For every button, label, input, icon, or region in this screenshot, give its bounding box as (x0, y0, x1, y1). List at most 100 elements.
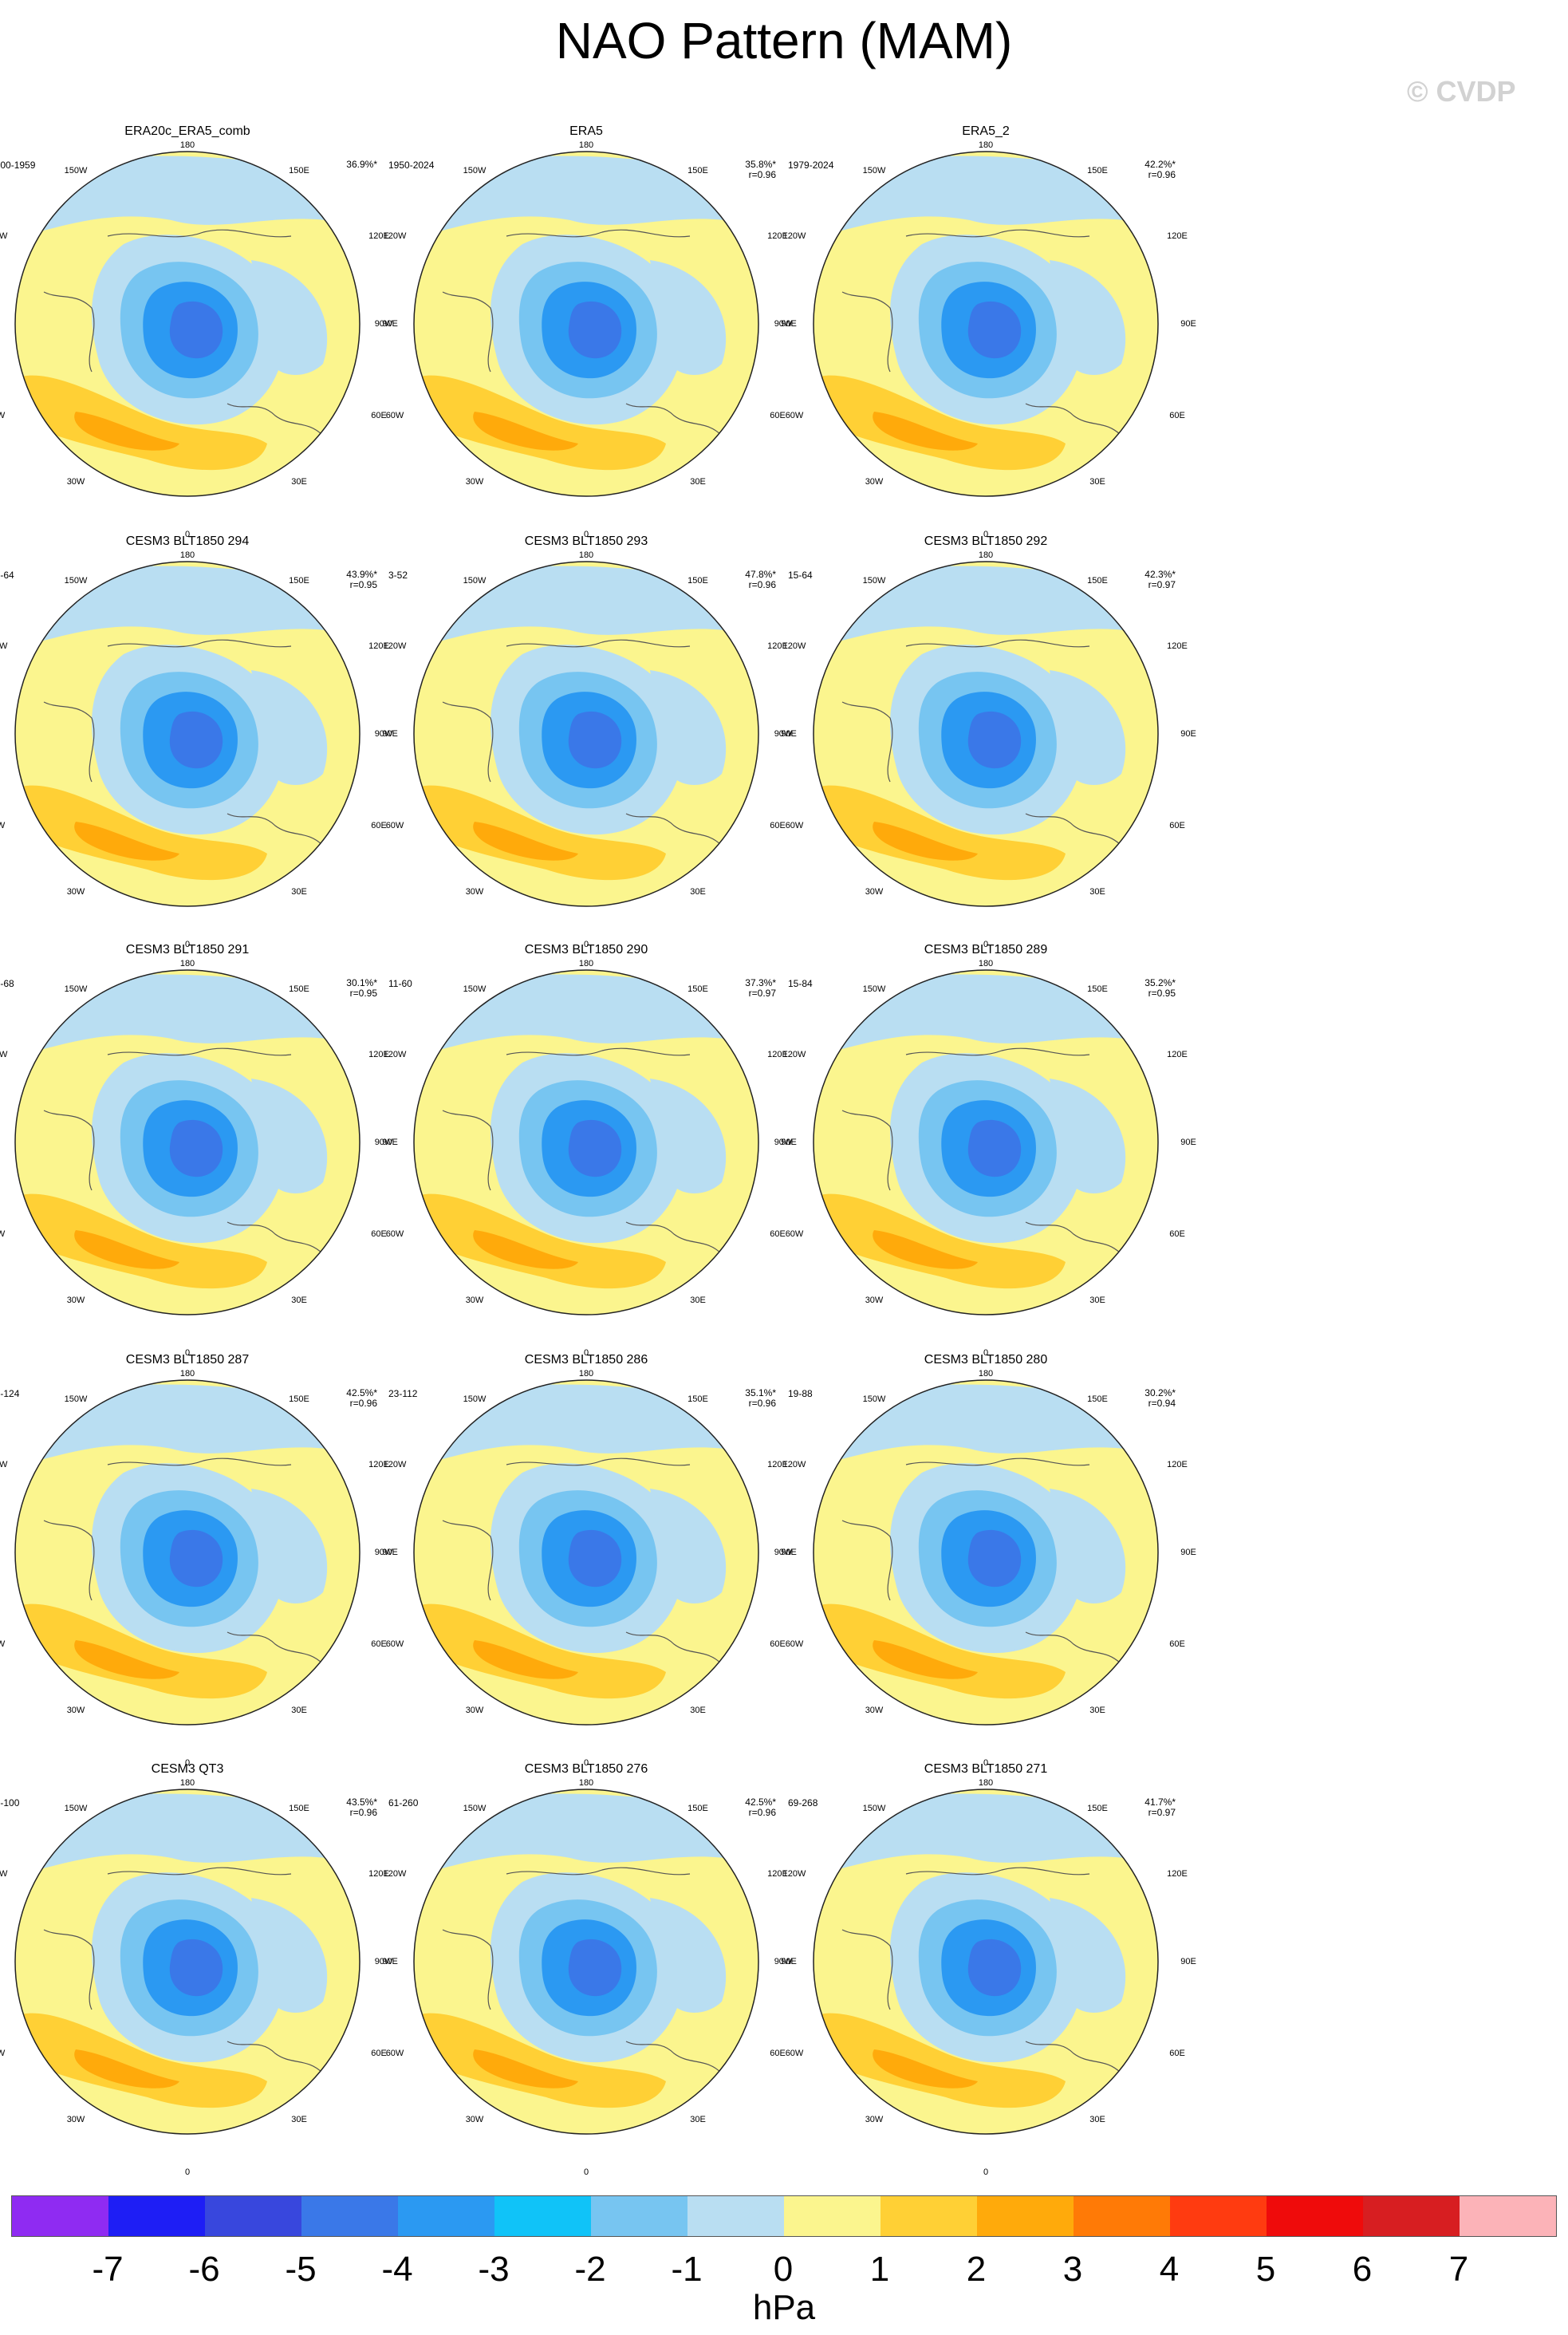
colorbar-tick: -5 (285, 2250, 317, 2289)
longitude-label: 30W (66, 1296, 85, 1305)
low-anomaly-region (967, 1939, 1022, 1997)
low-anomaly-region (251, 1079, 328, 1193)
longitude-label: 120E (1167, 1460, 1188, 1469)
panel-years: 19-68 (0, 978, 14, 989)
colorbar-swatch (1460, 2196, 1556, 2236)
longitude-label: 120E (1167, 641, 1188, 651)
map-panel: CESM3 BLT1850 289 15-84 35.2%* r=0.95 180 0 15… (774, 943, 1196, 1358)
low-anomaly-region (650, 1079, 727, 1193)
longitude-label: 90E (1180, 1138, 1196, 1147)
explained-variance: 43.9%* (346, 569, 377, 580)
high-anomaly-region (873, 822, 978, 861)
longitude-label: 150W (862, 1394, 886, 1404)
high-anomaly-region (814, 2013, 1066, 2108)
longitude-label: 120W (383, 1050, 407, 1059)
longitude-label: 180 (179, 550, 195, 560)
map-boundary (813, 561, 1159, 907)
polar-map (14, 1379, 360, 1726)
longitude-label: 150E (289, 1804, 309, 1813)
colorbar-unit: hPa (752, 2288, 816, 2327)
high-anomaly-region (873, 1640, 978, 1679)
high-anomaly-region (814, 1193, 1066, 1289)
colorbar-tick: 7 (1448, 2250, 1469, 2289)
pattern-correlation: r=0.97 (748, 988, 776, 999)
high-anomaly-region (414, 375, 666, 471)
polar-map (813, 969, 1159, 1315)
pattern-correlation: r=0.95 (349, 988, 377, 999)
low-anomaly-region (169, 301, 223, 359)
high-anomaly-region (15, 1603, 267, 1699)
longitude-label: 30E (690, 2115, 706, 2124)
longitude-label: 120E (1167, 231, 1188, 241)
longitude-label: 180 (978, 550, 994, 560)
panel-years: 23-112 (388, 1388, 418, 1399)
explained-variance: 42.5%* (346, 1387, 377, 1398)
map-panel: CESM3 BLT1850 291 19-68 30.1%*r=0.95 180 0 15… (0, 943, 398, 1358)
longitude-label: 30W (66, 887, 85, 897)
longitude-label: 60W (385, 821, 404, 830)
longitude-label: 120E (767, 1869, 788, 1879)
polar-map (413, 151, 759, 497)
colorbar (11, 2195, 1557, 2237)
high-anomaly-region (473, 822, 578, 861)
low-anomaly-region (251, 260, 328, 375)
polar-map (14, 969, 360, 1315)
longitude-label: 120W (782, 641, 806, 651)
longitude-label: 90W (774, 319, 793, 329)
longitude-label: 0 (184, 1758, 191, 1768)
low-anomaly-region (650, 1489, 727, 1603)
polar-map (14, 1789, 360, 2135)
panel-title: CESM3 BLT1850 290 (524, 943, 648, 956)
longitude-label: 90W (374, 1138, 393, 1147)
longitude-label: 30E (690, 887, 706, 897)
longitude-label: 90E (382, 1548, 398, 1557)
pattern-correlation: r=0.94 (1148, 1398, 1176, 1409)
longitude-label: 180 (578, 959, 594, 968)
colorbar-swatch (494, 2196, 591, 2236)
longitude-label: 0 (583, 1348, 589, 1358)
longitude-label: 30W (465, 1706, 484, 1715)
explained-variance: 41.7%* (1144, 1797, 1176, 1808)
high-anomaly-region (814, 785, 1066, 881)
coastline (841, 1457, 1122, 1665)
explained-variance: 35.8%* (745, 159, 776, 170)
panel-stats: 47.8%* r=0.96 (745, 570, 776, 590)
high-anomaly-region (473, 1640, 578, 1679)
map-boundary (14, 1379, 360, 1726)
colorbar-tick: -4 (381, 2250, 413, 2289)
longitude-label: 90W (374, 1548, 393, 1557)
longitude-label: 90E (1180, 729, 1196, 739)
longitude-label: 60W (0, 2049, 6, 2058)
longitude-label: 30E (1089, 1706, 1105, 1715)
longitude-label: 60W (785, 2049, 804, 2058)
low-anomaly-region (967, 711, 1022, 769)
high-anomaly-region (473, 1230, 578, 1269)
longitude-label: 90E (1180, 1957, 1196, 1966)
panel-stats: 35.2%* r=0.95 (1144, 978, 1176, 999)
panel-stats: 43.5%* r=0.96 (346, 1797, 377, 1818)
longitude-label: 60W (0, 1229, 6, 1239)
coastline (442, 1867, 723, 2074)
longitude-label: 90W (374, 729, 393, 739)
panel-title: CESM3 BLT1850 280 (924, 1353, 1048, 1367)
longitude-label: 30E (1089, 887, 1105, 897)
coastline (442, 1047, 723, 1255)
longitude-label: 180 (179, 1369, 195, 1379)
explained-variance: 30.2%* (1144, 1387, 1176, 1398)
longitude-label: 150W (64, 1394, 88, 1404)
longitude-label: 60E (770, 2049, 786, 2058)
high-anomaly-region (74, 822, 180, 861)
longitude-label: 150E (1087, 576, 1108, 586)
colorbar-swatch (398, 2196, 494, 2236)
map-panel: ERA5_2 1979-2024 42.2%* r=0.96 180 0 150W 150E 1… (774, 124, 1196, 539)
panel-title: ERA5_2 (962, 124, 1010, 138)
longitude-label: 120E (368, 231, 389, 241)
longitude-label: 180 (179, 1778, 195, 1788)
longitude-label: 90E (382, 1138, 398, 1147)
low-anomaly-region (568, 1939, 622, 1997)
panel-years: 1979-2024 (788, 160, 834, 171)
longitude-label: 30W (865, 2115, 884, 2124)
longitude-label: 150E (687, 1804, 708, 1813)
low-anomaly-region (650, 1898, 727, 2013)
high-anomaly-region (15, 1193, 267, 1289)
